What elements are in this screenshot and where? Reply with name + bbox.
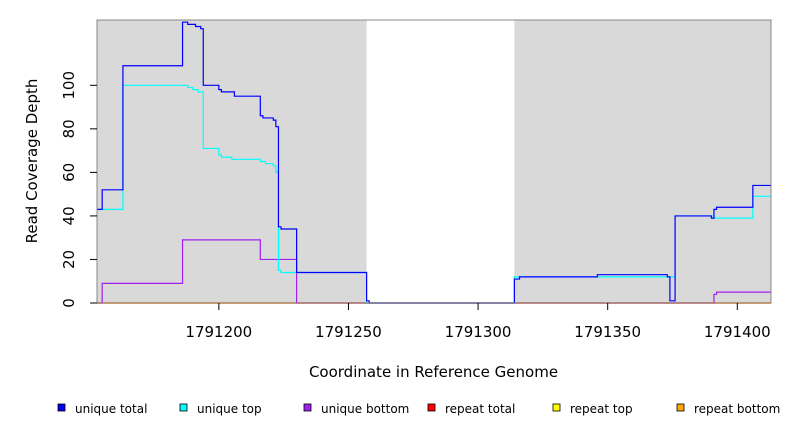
plot-unshaded-region — [366, 20, 515, 303]
legend: unique total unique top unique bottom repea… — [57, 402, 780, 416]
legend-label: unique total — [75, 402, 147, 416]
y-tick-label: 0 — [60, 298, 78, 308]
x-tick-label: 1791300 — [445, 323, 512, 341]
legend-swatch — [57, 403, 66, 412]
legend-item-repeat-total: repeat total — [427, 402, 515, 416]
x-tick-label: 1791250 — [315, 323, 382, 341]
legend-label: repeat top — [570, 402, 633, 416]
plot-frame — [96, 19, 772, 304]
x-tick-label: 1791200 — [185, 323, 252, 341]
y-tick-label: 40 — [60, 206, 78, 225]
x-axis: 1791200 1791250 1791300 1791350 1791400 — [185, 303, 771, 341]
y-tick-label: 100 — [60, 71, 78, 100]
y-tick-label: 20 — [60, 250, 78, 269]
x-tick-label: 1791400 — [704, 323, 771, 341]
legend-swatch — [179, 403, 188, 412]
series-line-unique-total — [97, 21, 771, 304]
legend-item-unique-total: unique total — [57, 402, 147, 416]
legend-item-unique-bottom: unique bottom — [303, 402, 409, 416]
legend-label: repeat bottom — [694, 402, 780, 416]
y-tick-label: 80 — [60, 119, 78, 138]
legend-label: repeat total — [445, 402, 515, 416]
plot-background — [97, 20, 771, 303]
legend-label: unique top — [197, 402, 262, 416]
y-axis: 0 20 40 60 80 100 — [60, 71, 97, 308]
y-axis-title: Read Coverage Depth — [23, 79, 41, 244]
legend-swatch — [552, 403, 561, 412]
legend-label: unique bottom — [321, 402, 409, 416]
legend-item-repeat-top: repeat top — [552, 402, 633, 416]
x-tick-label: 1791350 — [574, 323, 641, 341]
legend-swatch — [303, 403, 312, 412]
x-axis-title: Coordinate in Reference Genome — [309, 363, 558, 381]
legend-swatch — [676, 403, 685, 412]
legend-swatch — [427, 403, 436, 412]
legend-item-unique-top: unique top — [179, 402, 262, 416]
legend-item-repeat-bottom: repeat bottom — [676, 402, 780, 416]
y-tick-label: 60 — [60, 163, 78, 182]
